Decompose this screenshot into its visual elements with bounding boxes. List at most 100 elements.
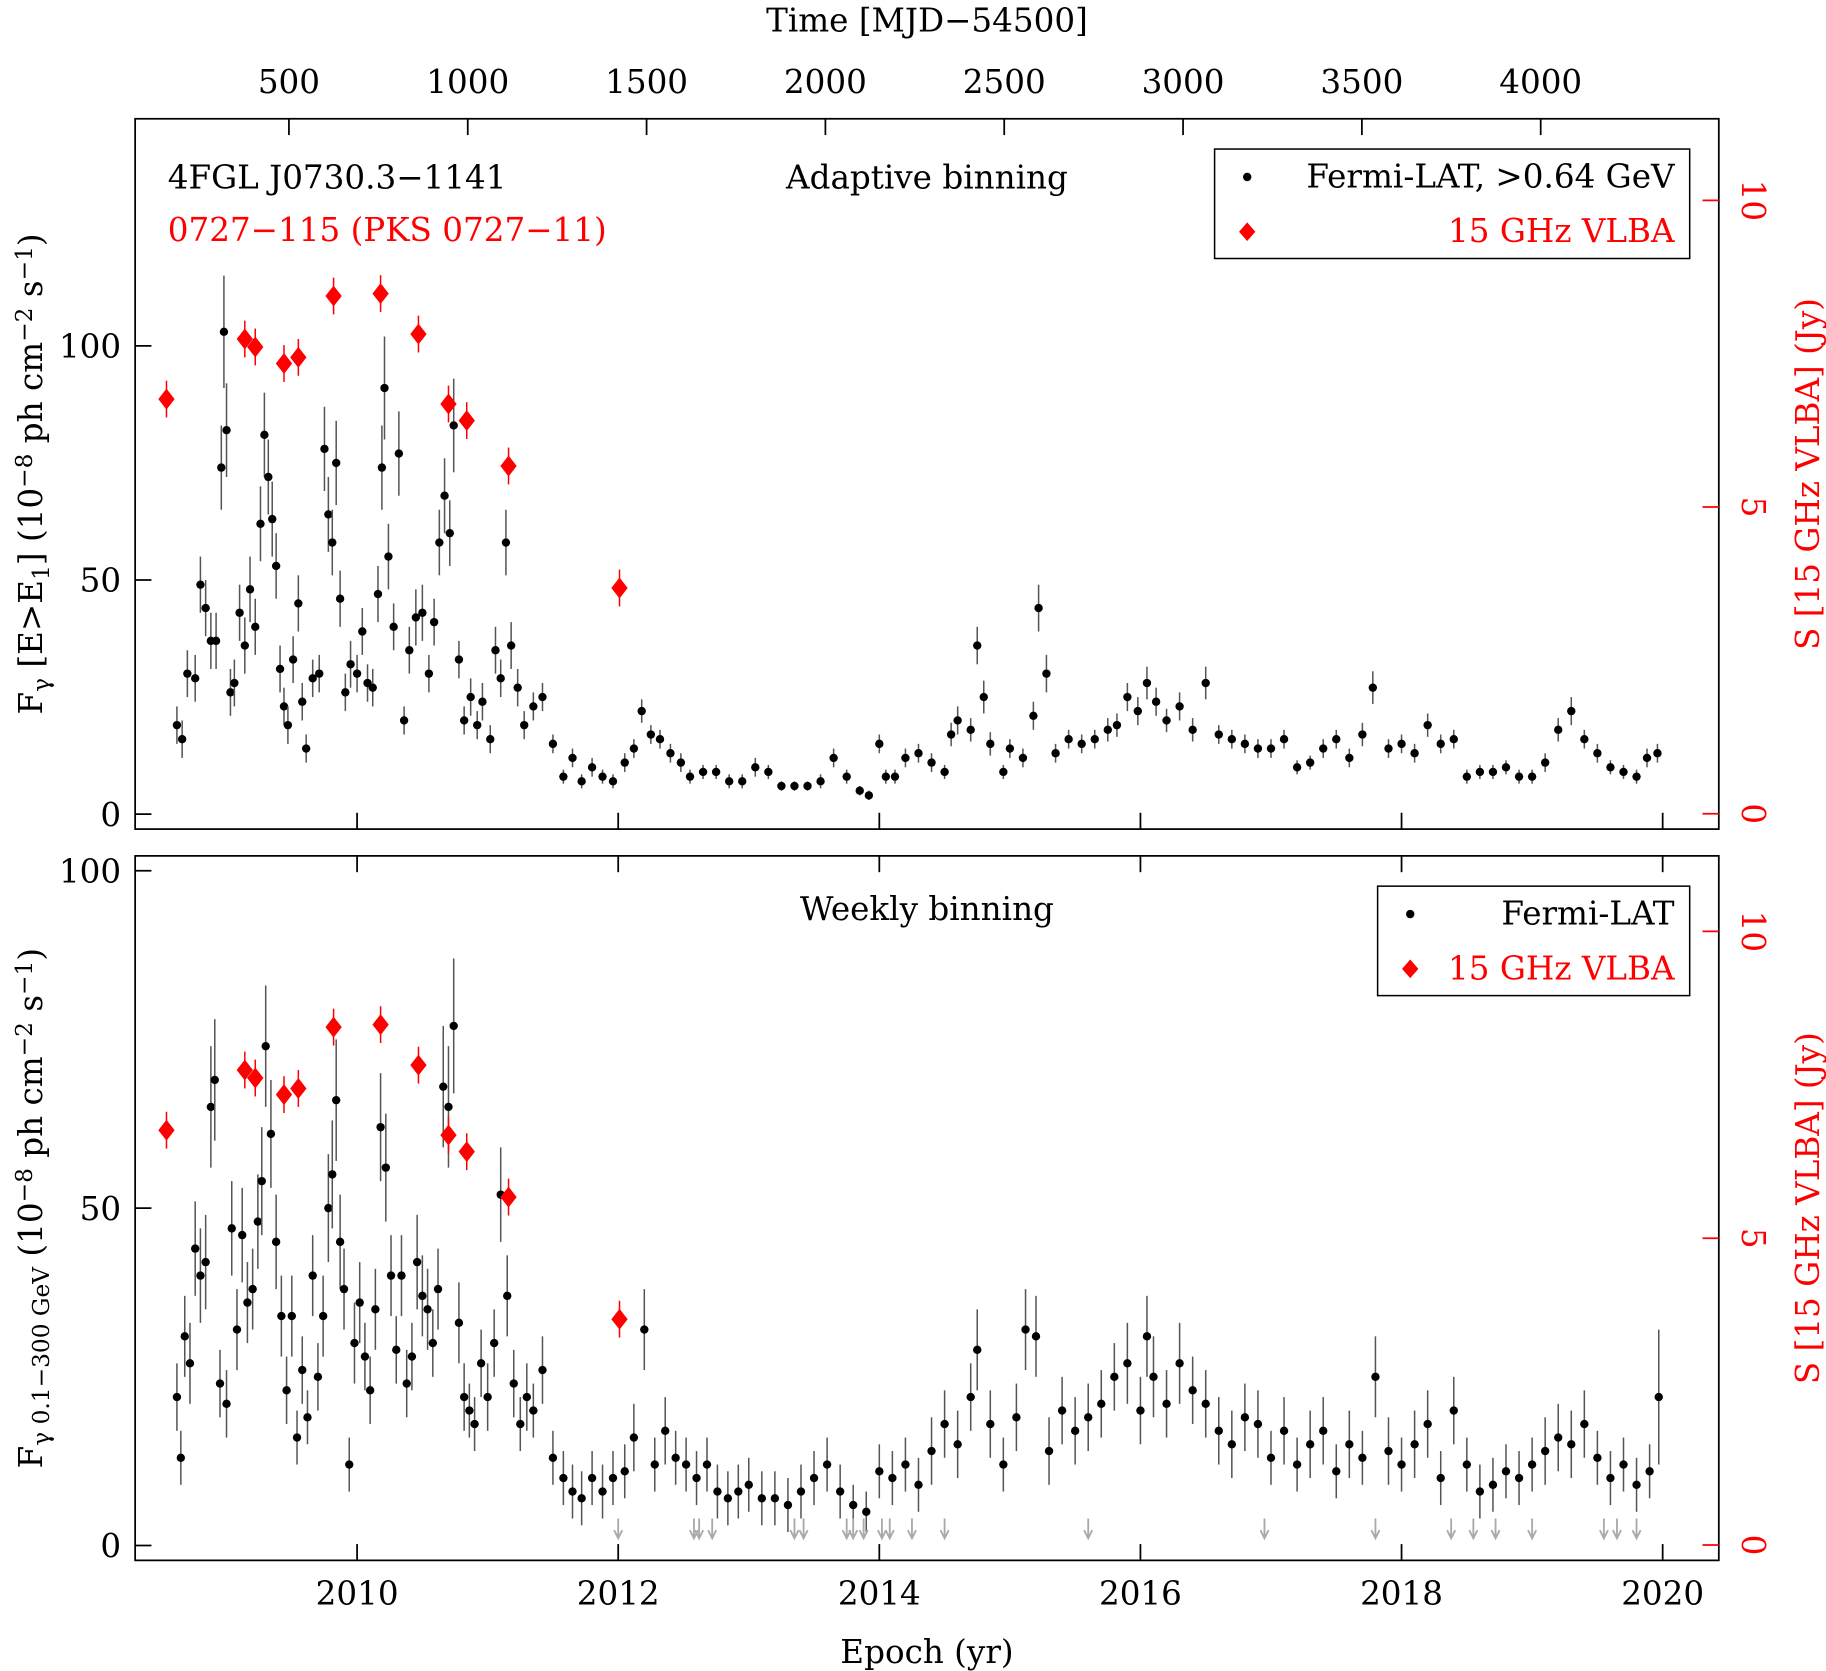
- y2-tick-label: 5: [1734, 1228, 1772, 1249]
- data-point: [1201, 1399, 1210, 1409]
- y2-tick-label: 5: [1734, 497, 1772, 518]
- data-point: [355, 1298, 364, 1307]
- data-point: [429, 617, 439, 627]
- data-point: [376, 1122, 385, 1132]
- data-point: [1436, 739, 1445, 749]
- data-point: [966, 725, 975, 735]
- data-point: [1077, 739, 1086, 749]
- data-point: [734, 1487, 743, 1496]
- data-point: [365, 1386, 375, 1395]
- data-point: [1632, 772, 1641, 781]
- x2-tick-label: 3500: [1320, 63, 1403, 101]
- data-point: [478, 697, 487, 706]
- data-point: [251, 622, 260, 632]
- data-point: [423, 1305, 432, 1314]
- y2-axis-title: S [15 GHz VLBA] (Jy): [1789, 1032, 1826, 1384]
- annotation: 0727−115 (PKS 0727−11): [168, 211, 607, 249]
- data-point: [1123, 692, 1132, 702]
- data-point: [1462, 772, 1472, 781]
- y-axis-title-part: ): [12, 233, 50, 246]
- data-point: [953, 716, 962, 725]
- data-point: [1514, 1473, 1524, 1483]
- data-point: [901, 753, 910, 763]
- y-axis-title-part: ph cm: [12, 342, 50, 454]
- data-point: [1540, 758, 1550, 767]
- data-point: [410, 323, 427, 345]
- data-point: [855, 786, 864, 795]
- data-point: [271, 561, 281, 571]
- data-point: [232, 1325, 242, 1334]
- y-axis-title-part: −2: [11, 308, 38, 342]
- data-point: [1606, 763, 1615, 772]
- x-tick-label: 2020: [1621, 1575, 1704, 1613]
- x2-tick-label: 500: [258, 63, 320, 101]
- data-point: [1645, 1467, 1654, 1476]
- data-point: [849, 1500, 858, 1510]
- data-point: [1580, 735, 1589, 744]
- data-point: [1632, 1480, 1641, 1489]
- data-point: [449, 1021, 458, 1031]
- data-point: [1527, 1460, 1537, 1469]
- y-axis-title: Fγ 0.1−300 GeV (10−8 ph cm−2 s−1): [11, 948, 55, 1468]
- data-point: [888, 1473, 897, 1483]
- x2-tick-label: 2000: [784, 63, 867, 101]
- data-point: [1162, 716, 1171, 725]
- upper-limit: [907, 1518, 917, 1541]
- data-point: [1084, 1413, 1093, 1422]
- data-point: [315, 669, 324, 678]
- data-point: [1305, 758, 1315, 767]
- data-point: [428, 1338, 438, 1348]
- data-point: [384, 552, 393, 561]
- y-axis-title-part: ] (10: [12, 488, 50, 565]
- upper-limit: [848, 1518, 859, 1541]
- data-point: [548, 1453, 558, 1462]
- data-point: [459, 716, 469, 725]
- x-tick-label: 2014: [838, 1575, 921, 1613]
- x2-tick-label: 2500: [963, 63, 1046, 101]
- data-point: [458, 1141, 475, 1163]
- data-point: [862, 1507, 871, 1516]
- data-point: [1567, 1440, 1576, 1449]
- y-axis-title-part: F: [12, 692, 50, 715]
- series: [158, 1006, 628, 1338]
- y-axis-title-part: ): [12, 948, 50, 961]
- x-axis-title: Epoch (yr): [840, 1633, 1013, 1671]
- legend-marker: [1406, 909, 1415, 919]
- data-point: [1319, 1426, 1328, 1436]
- data-point: [372, 283, 389, 305]
- data-point: [172, 1392, 182, 1402]
- x2-tick-label: 1500: [605, 63, 688, 101]
- data-point: [646, 730, 656, 739]
- data-point: [681, 1460, 691, 1469]
- data-point: [1112, 720, 1122, 730]
- x2-tick-label: 3000: [1142, 63, 1225, 101]
- data-point: [620, 758, 629, 767]
- x-tick-label: 2012: [577, 1575, 660, 1613]
- upper-limit: [789, 1518, 800, 1541]
- data-point: [377, 463, 387, 472]
- y2-tick-label: 0: [1734, 1535, 1772, 1556]
- upper-limit: [1446, 1518, 1457, 1541]
- data-point: [1653, 749, 1662, 758]
- data-point: [435, 538, 444, 547]
- data-point: [1136, 1406, 1145, 1415]
- data-point: [1227, 735, 1237, 744]
- data-point: [1319, 744, 1328, 753]
- data-point: [1345, 1440, 1354, 1449]
- data-point: [1462, 1460, 1472, 1469]
- data-point: [1619, 767, 1628, 777]
- data-point: [440, 1124, 457, 1146]
- data-point: [268, 514, 277, 524]
- data-point: [608, 777, 618, 786]
- data-point: [386, 1271, 396, 1280]
- data-point: [940, 1419, 949, 1429]
- data-point: [275, 1084, 293, 1106]
- data-point: [172, 720, 182, 730]
- data-point: [303, 1413, 312, 1422]
- upper-limit: [1259, 1518, 1270, 1541]
- data-point: [324, 510, 333, 519]
- data-point: [458, 410, 475, 432]
- data-point: [809, 1473, 819, 1483]
- data-point: [1371, 1372, 1380, 1382]
